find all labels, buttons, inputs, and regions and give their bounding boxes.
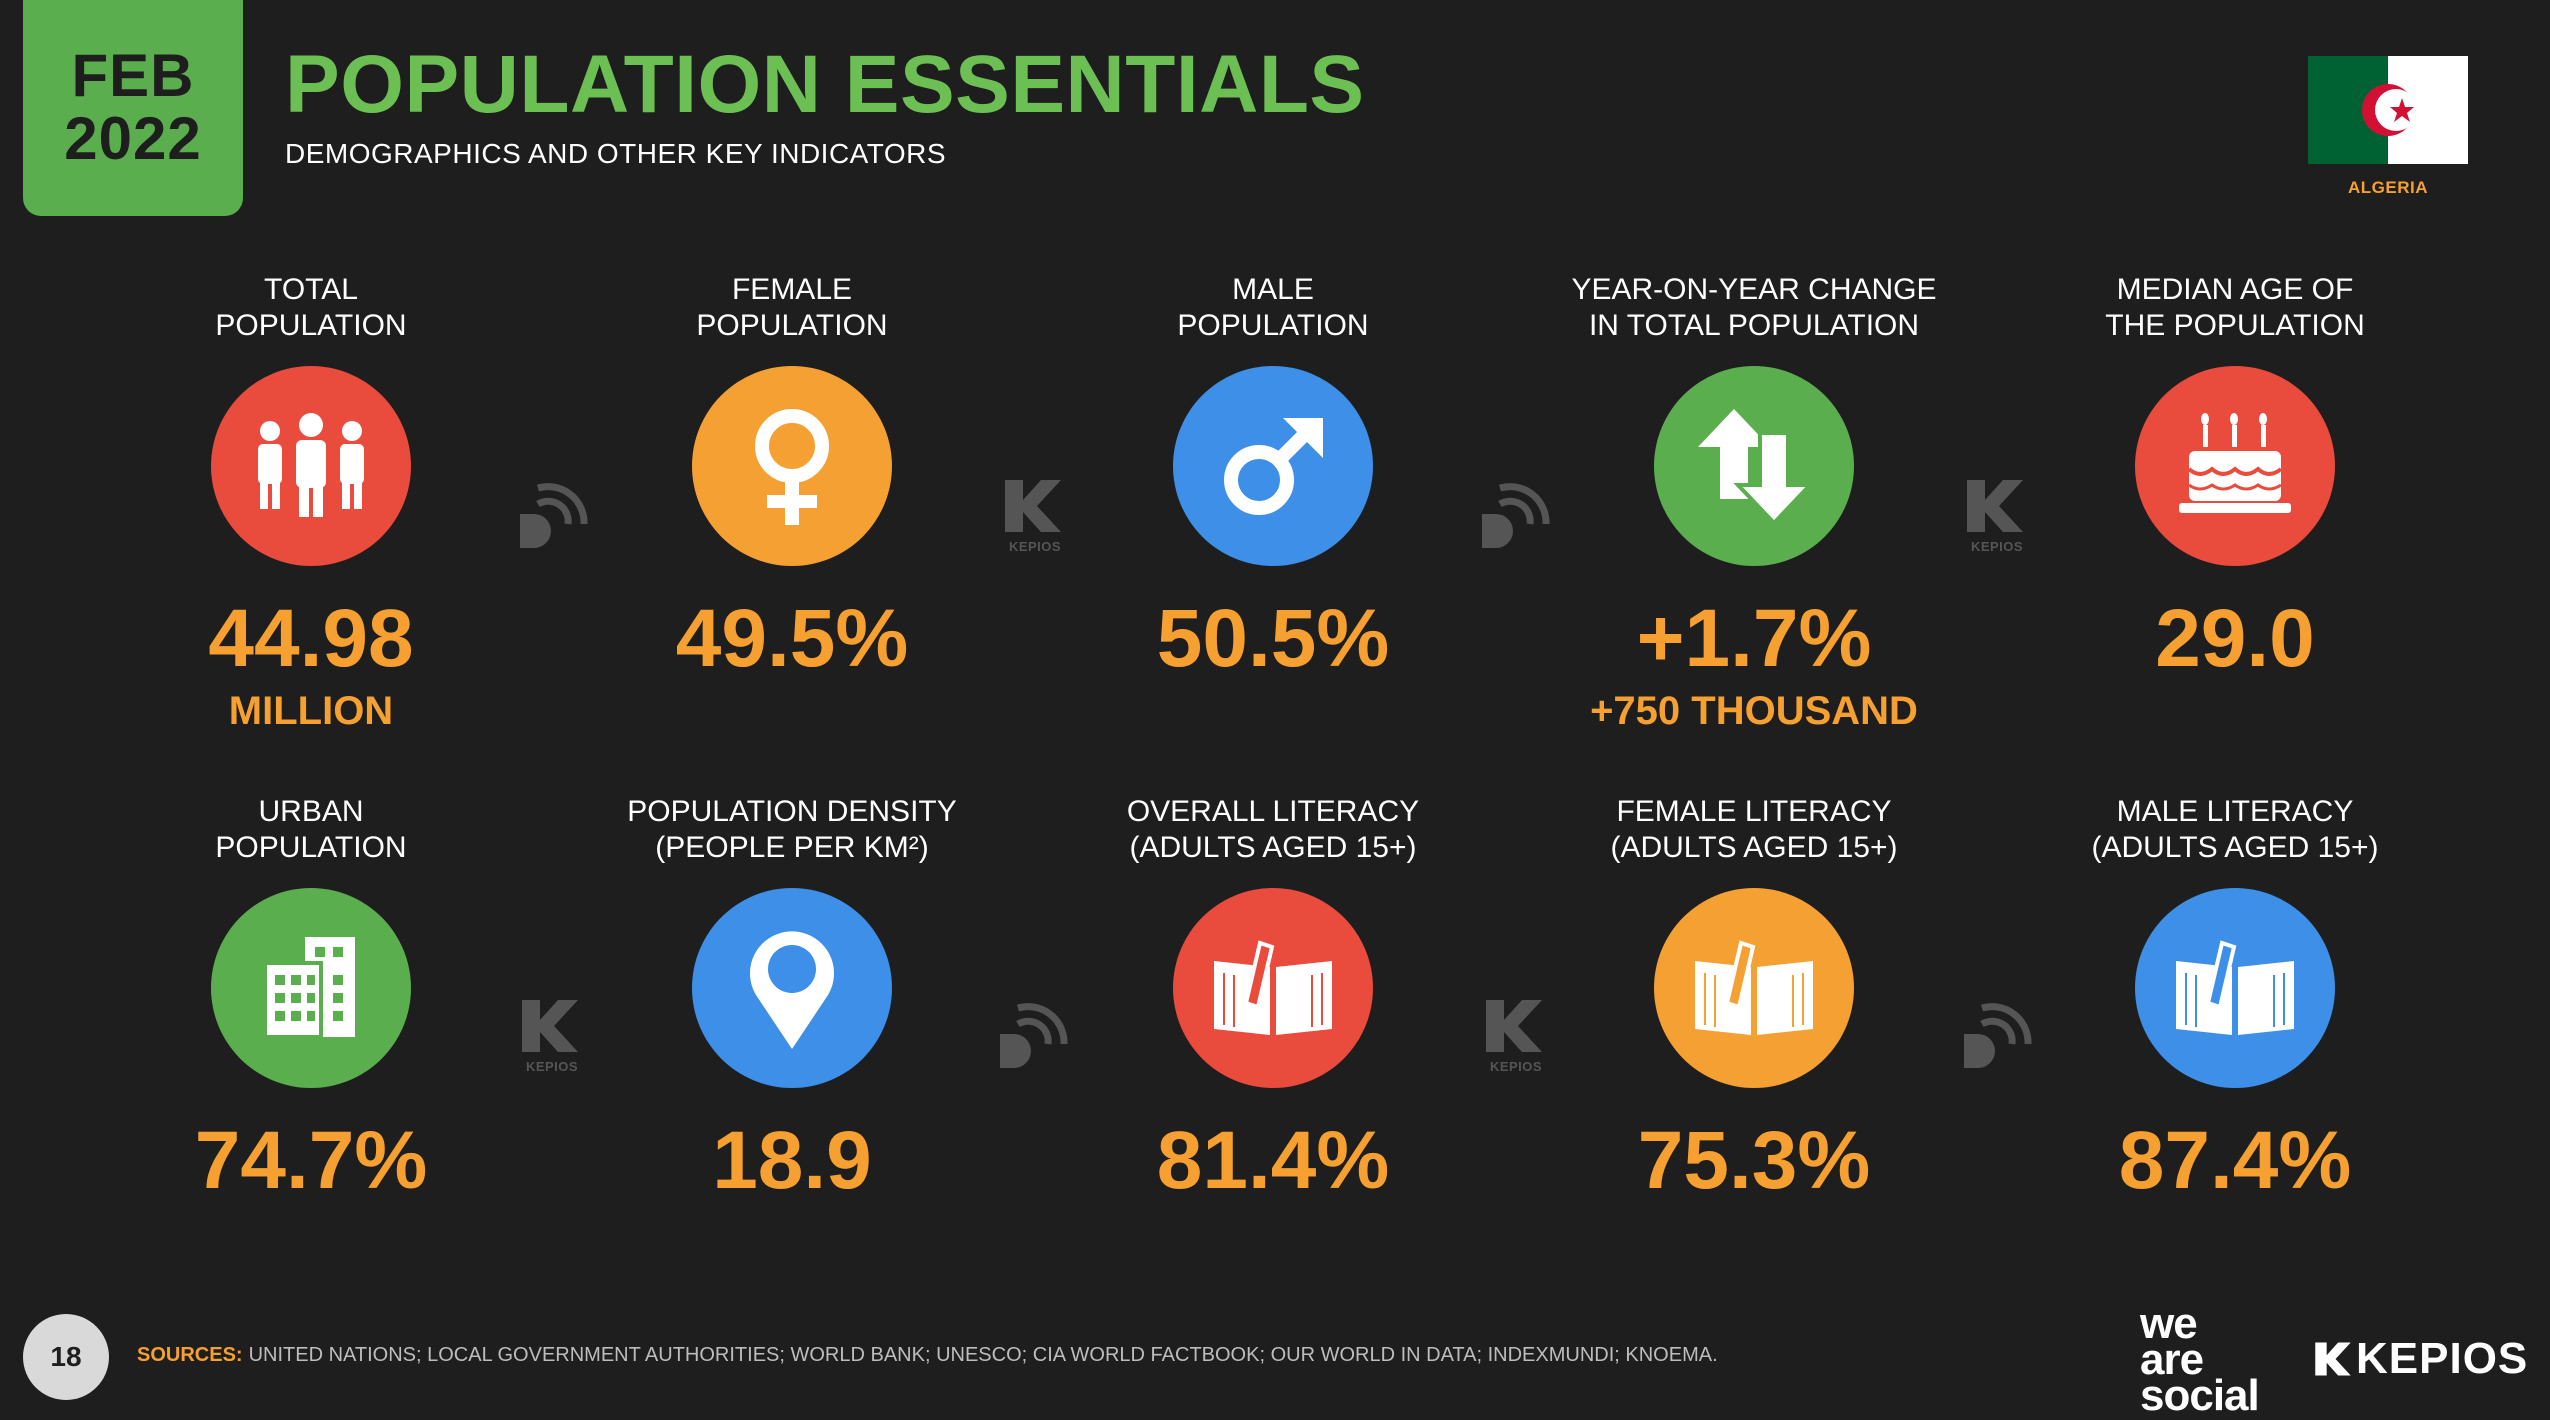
watermark-kepios-label: KEPIOS [1970, 539, 2024, 554]
stat-label: POPULATION [215, 831, 407, 864]
stat-value: 49.5% [675, 593, 909, 684]
stat-male-population: MALE POPULATION 50.5% [1063, 272, 1483, 684]
stat-label: TOTAL [264, 273, 358, 306]
watermark-kepios-icon: KEPIOS [1484, 998, 1548, 1074]
stat-value: 87.4% [2118, 1115, 2352, 1206]
brand-kepios: KEPIOS [2356, 1334, 2529, 1383]
stat-label: (ADULTS AGED 15+) [1610, 831, 1898, 864]
watermark-kepios-icon: KEPIOS [1003, 478, 1067, 554]
brand-social: social [2140, 1371, 2260, 1420]
stat-label: URBAN [258, 795, 364, 828]
stat-value: +1.7% [1636, 593, 1872, 684]
book-pen-icon [2135, 888, 2335, 1088]
stat-value: 74.7% [194, 1115, 428, 1206]
watermark-kepios-icon: KEPIOS [520, 998, 584, 1074]
watermark-datareportal-icon [518, 474, 598, 559]
stat-yoy-change: YEAR-ON-YEAR CHANGE IN TOTAL POPULATION … [1544, 272, 1964, 734]
stat-label: FEMALE LITERACY [1616, 795, 1892, 828]
stat-label: (ADULTS AGED 15+) [2091, 831, 2379, 864]
stat-value: 44.98 [208, 593, 414, 684]
stat-value: 75.3% [1637, 1115, 1871, 1206]
stat-label: (PEOPLE PER KM²) [655, 831, 929, 864]
country-label: ALGERIA [2348, 178, 2428, 197]
people-icon [211, 366, 411, 566]
stat-population-density: POPULATION DENSITY (PEOPLE PER KM²) 18.9 [582, 794, 1002, 1206]
page-title: POPULATION ESSENTIALS [285, 39, 1365, 130]
book-pen-icon [1173, 888, 1373, 1088]
stat-value: 81.4% [1156, 1115, 1390, 1206]
watermark-datareportal-icon [1962, 994, 2042, 1079]
stat-label: OVERALL LITERACY [1126, 795, 1420, 828]
stat-female-literacy: FEMALE LITERACY (ADULTS AGED 15+) 75.3% [1544, 794, 1964, 1206]
brand-are: are [2140, 1335, 2204, 1384]
stat-label: YEAR-ON-YEAR CHANGE [1571, 273, 1937, 306]
stat-label: POPULATION DENSITY [627, 795, 957, 828]
location-pin-icon [692, 888, 892, 1088]
buildings-icon [211, 888, 411, 1088]
stat-label: IN TOTAL POPULATION [1588, 309, 1920, 342]
stat-median-age: MEDIAN AGE OF THE POPULATION 29.0 [2025, 272, 2445, 684]
page-number: 18 [23, 1314, 109, 1400]
stat-label: THE POPULATION [2105, 309, 2365, 342]
date-badge: FEB 2022 [23, 0, 243, 216]
stat-label: MALE [1232, 273, 1314, 306]
page-subtitle: DEMOGRAPHICS AND OTHER KEY INDICATORS [285, 138, 947, 169]
kepios-logo: KEPIOS [2314, 1334, 2528, 1384]
watermark-kepios-label: KEPIOS [525, 1059, 579, 1074]
stat-total-population: TOTAL POPULATION 44.98 MILLION [101, 272, 521, 734]
watermark-datareportal-icon [1480, 474, 1560, 559]
stat-value: 50.5% [1156, 593, 1390, 684]
stat-label: (ADULTS AGED 15+) [1129, 831, 1417, 864]
stat-female-population: FEMALE POPULATION 49.5% [582, 272, 1002, 684]
stat-label: POPULATION [215, 309, 407, 342]
stat-label: FEMALE [731, 273, 853, 306]
date-month: FEB [71, 42, 195, 109]
sources-label: SOURCES: [137, 1344, 243, 1366]
male-icon [1173, 366, 1373, 566]
watermark-kepios-label: KEPIOS [1489, 1059, 1543, 1074]
stat-subvalue: +750 THOUSAND [1590, 689, 1918, 733]
stat-label: MEDIAN AGE OF [2116, 273, 2354, 306]
algeria-flag-icon [2308, 56, 2468, 164]
birthday-cake-icon [2135, 366, 2335, 566]
watermark-datareportal-icon [998, 994, 1078, 1079]
sources-line: SOURCES: UNITED NATIONS; LOCAL GOVERNMENT… [137, 1344, 1718, 1367]
stat-label: POPULATION [696, 309, 888, 342]
book-pen-icon [1654, 888, 1854, 1088]
stat-label: POPULATION [1177, 309, 1369, 342]
date-year: 2022 [64, 105, 202, 172]
we-are-social-logo: we are social [2140, 1299, 2260, 1420]
stat-label: MALE LITERACY [2116, 795, 2354, 828]
sources-text: UNITED NATIONS; LOCAL GOVERNMENT AUTHORI… [248, 1344, 1718, 1366]
up-down-arrows-icon [1654, 366, 1854, 566]
stat-urban-population: URBAN POPULATION 74.7% [101, 794, 521, 1206]
watermark-kepios-icon: KEPIOS [1965, 478, 2029, 554]
stat-overall-literacy: OVERALL LITERACY (ADULTS AGED 15+) 81.4% [1063, 794, 1483, 1206]
watermark-kepios-label: KEPIOS [1008, 539, 1062, 554]
stat-subvalue: MILLION [228, 689, 394, 733]
kepios-logo-icon [2315, 1342, 2351, 1376]
brand-we: we [2140, 1299, 2198, 1348]
stat-value: 29.0 [2155, 593, 2315, 684]
female-icon [692, 366, 892, 566]
stat-value: 18.9 [712, 1115, 872, 1206]
stat-male-literacy: MALE LITERACY (ADULTS AGED 15+) 87.4% [2025, 794, 2445, 1206]
